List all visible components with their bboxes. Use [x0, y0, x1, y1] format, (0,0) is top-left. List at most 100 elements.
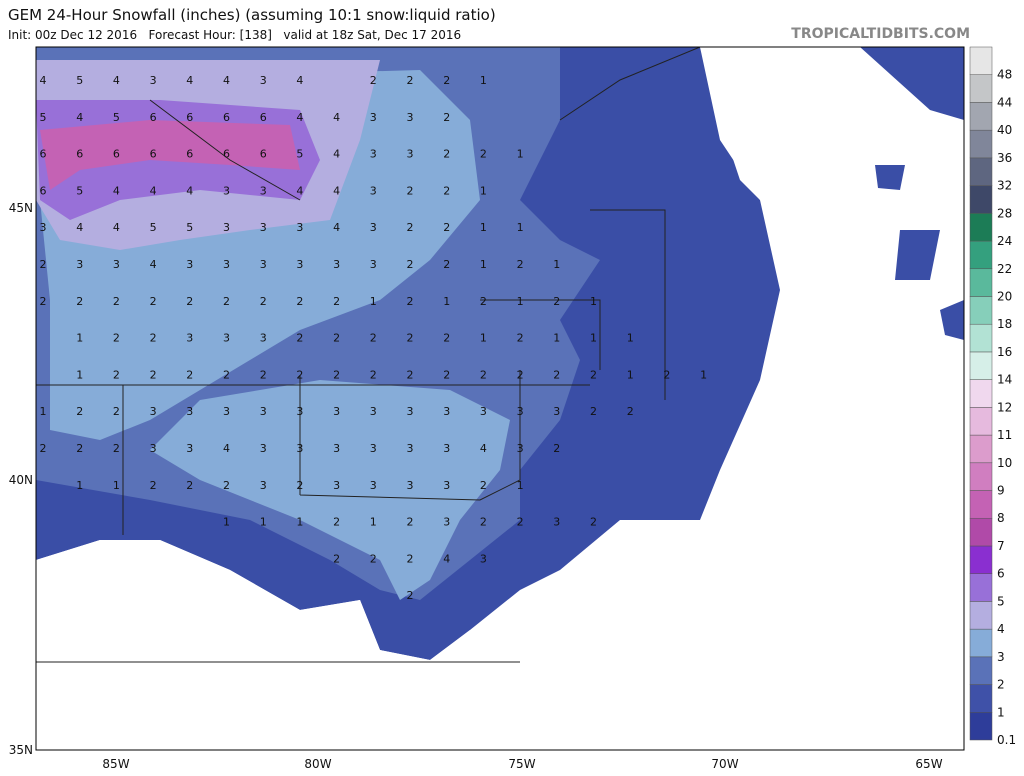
snowfall-value: 1	[40, 405, 47, 418]
snowfall-value: 2	[370, 552, 377, 565]
snowfall-value: 2	[407, 589, 414, 602]
snowfall-value: 2	[296, 368, 303, 381]
colorbar-label: 0.1	[997, 733, 1016, 747]
lat-label: 35N	[9, 743, 33, 757]
snowfall-value: 2	[407, 184, 414, 197]
snowfall-value: 2	[113, 368, 120, 381]
colorbar-swatch	[969, 323, 993, 353]
colorbar-label: 18	[997, 317, 1012, 331]
snowfall-value: 2	[480, 516, 487, 529]
snowfall-value: 3	[260, 258, 267, 271]
snowfall-value: 2	[150, 332, 157, 345]
snowfall-value: 2	[260, 368, 267, 381]
colorbar-label: 36	[997, 151, 1012, 165]
colorbar-label: 14	[997, 373, 1012, 387]
lon-label: 85W	[102, 757, 129, 771]
snowfall-value: 6	[260, 148, 267, 161]
snowfall-value: 2	[443, 332, 450, 345]
snowfall-value: 2	[517, 516, 524, 529]
snowfall-value: 3	[517, 405, 524, 418]
snowfall-value: 4	[186, 74, 193, 87]
colorbar-label: 5	[997, 594, 1005, 608]
snowfall-value: 2	[443, 74, 450, 87]
map-area	[35, 46, 965, 751]
snowfall-value: 2	[443, 148, 450, 161]
snowfall-value: 6	[40, 184, 47, 197]
snowfall-value: 6	[186, 111, 193, 124]
colorbar-label: 16	[997, 345, 1012, 359]
snowfall-value: 4	[333, 111, 340, 124]
snowfall-value: 3	[407, 479, 414, 492]
colorbar-swatch	[969, 545, 993, 574]
snowfall-value: 3	[370, 405, 377, 418]
snowfall-value: 4	[150, 184, 157, 197]
snowfall-value: 4	[443, 552, 450, 565]
snowfall-value: 2	[76, 442, 83, 455]
snowfall-value: 3	[150, 405, 157, 418]
colorbar-swatch	[969, 379, 993, 408]
colorbar: 0.11234567891011121416182022242832364044…	[969, 46, 1016, 747]
colorbar-label: 48	[997, 68, 1012, 82]
snowfall-value: 6	[186, 148, 193, 161]
colorbar-label: 2	[997, 678, 1005, 692]
snowfall-value: 2	[480, 479, 487, 492]
snowfall-value: 2	[76, 405, 83, 418]
snowfall-value: 5	[296, 148, 303, 161]
snowfall-value: 1	[480, 184, 487, 197]
snowfall-value: 4	[150, 258, 157, 271]
snowfall-value: 3	[370, 111, 377, 124]
snowfall-value: 1	[370, 516, 377, 529]
snowfall-value: 1	[480, 74, 487, 87]
colorbar-swatch	[969, 185, 993, 214]
colorbar-swatch	[969, 684, 993, 713]
snowfall-value: 1	[517, 221, 524, 234]
snowfall-value: 1	[480, 332, 487, 345]
snowfall-value: 4	[113, 74, 120, 87]
grid-values: 4 5 4 3 4 4 3 4 2 2 2 1 5 4 5 6 6 6 6 4 4 3 3 2 6 6 6 6 6 6 6 5 4 3 3 2 2 1 6 5…	[40, 74, 708, 602]
snowfall-value: 3	[443, 516, 450, 529]
snowfall-value: 2	[663, 368, 670, 381]
colorbar-swatch	[969, 74, 993, 103]
snowfall-value: 3	[370, 148, 377, 161]
lon-label: 65W	[915, 757, 942, 771]
snowfall-value: 2	[333, 516, 340, 529]
colorbar-swatch	[969, 628, 993, 658]
snowfall-value: 5	[113, 111, 120, 124]
snowfall-value: 2	[590, 405, 597, 418]
snowfall-value: 2	[407, 295, 414, 308]
snowfall-value: 4	[333, 184, 340, 197]
snowfall-value: 2	[150, 368, 157, 381]
snowfall-value: 3	[260, 442, 267, 455]
snowfall-value: 2	[223, 368, 230, 381]
snowfall-value: 6	[76, 148, 83, 161]
colorbar-swatch	[969, 490, 993, 519]
snowfall-value: 3	[296, 258, 303, 271]
snowfall-value: 5	[76, 74, 83, 87]
snowfall-value: 2	[113, 442, 120, 455]
snowfall-value: 2	[553, 442, 560, 455]
colorbar-label: 6	[997, 567, 1005, 581]
credit: TROPICALTIDBITS.COM	[791, 26, 970, 42]
colorbar-label: 7	[997, 539, 1005, 553]
snowfall-value: 5	[186, 221, 193, 234]
colorbar-swatch	[969, 573, 993, 602]
snowfall-value: 3	[260, 332, 267, 345]
snowfall-value: 6	[223, 111, 230, 124]
colorbar-label: 10	[997, 456, 1012, 470]
snowfall-value: 2	[407, 74, 414, 87]
snowfall-value: 1	[76, 332, 83, 345]
snowfall-value: 2	[407, 368, 414, 381]
snowfall-value: 2	[296, 332, 303, 345]
snowfall-value: 1	[517, 148, 524, 161]
snowfall-value: 2	[627, 405, 634, 418]
snowfall-value: 6	[40, 148, 47, 161]
snowfall-value: 3	[40, 221, 47, 234]
state-borders	[36, 209, 666, 535]
snowfall-value: 3	[480, 405, 487, 418]
snowfall-value: 2	[186, 479, 193, 492]
snowfall-value: 2	[186, 295, 193, 308]
boundaries	[36, 47, 701, 663]
snowfall-value: 2	[186, 368, 193, 381]
snowfall-value: 3	[260, 184, 267, 197]
